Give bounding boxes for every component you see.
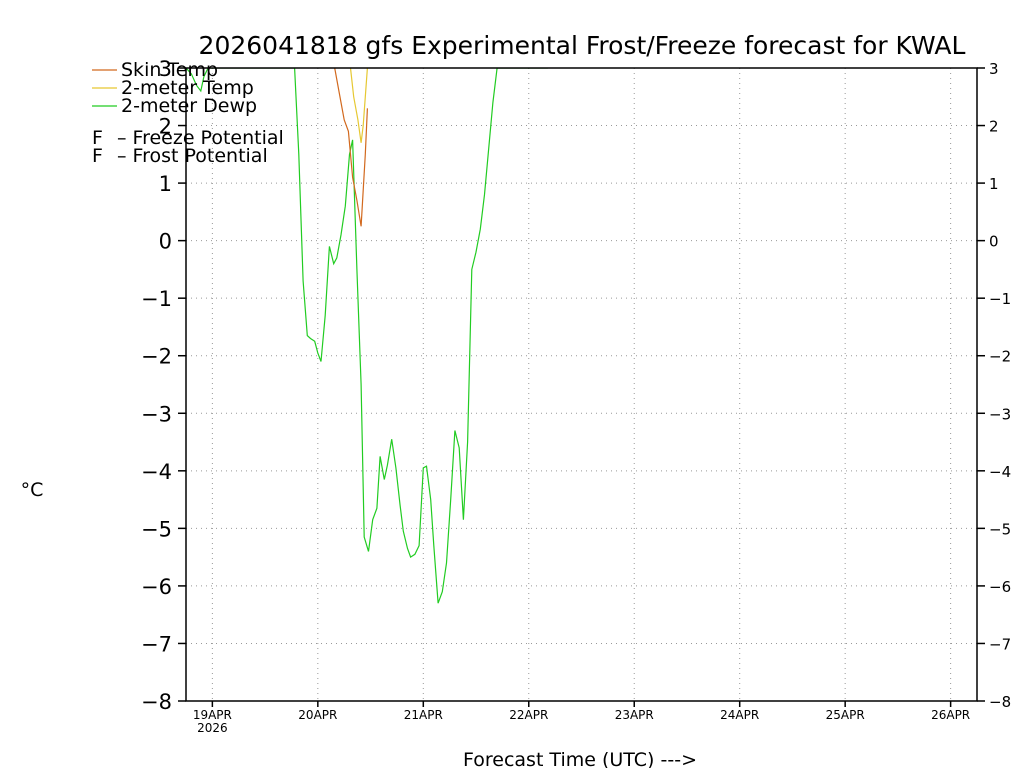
y-tick-label-left: −4	[141, 460, 172, 484]
y-tick-label-right: 1	[989, 175, 999, 193]
x-tick-label: 19APR	[193, 708, 232, 722]
plot-frame	[185, 67, 978, 702]
line-2m-dewp	[186, 68, 548, 604]
y-tick-label-left: 0	[159, 230, 172, 254]
y-tick-label-right: −8	[989, 693, 1011, 711]
gridlines	[186, 68, 977, 701]
y-tick-label-right: −7	[989, 635, 1011, 653]
x-tick-label: 22APR	[509, 708, 548, 722]
line-skin-temp	[334, 68, 368, 227]
y-tick-label-left: −1	[141, 287, 172, 311]
y-tick-label-right: −3	[989, 405, 1011, 423]
legend-label: 2-meter Dewp	[121, 95, 257, 117]
x-tick-label: 24APR	[720, 708, 759, 722]
x-axis-label: Forecast Time (UTC) --->	[463, 749, 697, 768]
y-tick-label-left: 1	[159, 172, 172, 196]
y-tick-label-right: 0	[989, 233, 999, 251]
y-axis-ticks: −8 −8 −7 −7 −6 −6 −5 −5 −4 −4 −3 −3 −2 −2 −1 −1 0 0 1 1 2 2 3 3	[141, 57, 1011, 714]
potential-label: – Freeze Potential	[117, 127, 284, 149]
y-tick-label-left: −7	[141, 632, 172, 656]
y-tick-label-right: −5	[989, 520, 1011, 538]
y-tick-label-left: −2	[141, 345, 172, 369]
x-tick-label: 20APR	[298, 708, 337, 722]
y-tick-label-left: −8	[141, 690, 172, 714]
y-tick-label-right: −6	[989, 578, 1011, 596]
y-tick-label-left: −6	[141, 575, 172, 599]
potential-label: – Frost Potential	[117, 145, 268, 167]
series-lines	[186, 68, 548, 604]
y-tick-label-left: −5	[141, 517, 172, 541]
y-tick-label-right: 2	[989, 118, 999, 136]
y-tick-label-left: 3	[159, 57, 172, 81]
y-tick-label-left: −3	[141, 402, 172, 426]
y-tick-label-right: −2	[989, 348, 1011, 366]
y-tick-label-left: 2	[159, 115, 172, 139]
y-tick-label-right: −1	[989, 290, 1011, 308]
legend-label: Skin Temp	[121, 59, 218, 81]
potential-marker: F	[92, 127, 103, 149]
potential-marker: F	[92, 145, 103, 167]
y-tick-label-right: −4	[989, 463, 1011, 481]
y-axis-label: °C	[21, 479, 44, 501]
x-tick-label: 25APR	[826, 708, 865, 722]
y-tick-label-right: 3	[989, 60, 999, 78]
x-tick-label: 23APR	[615, 708, 654, 722]
legend-label: 2-meter Temp	[121, 77, 254, 99]
x-tick-label: 26APR	[931, 708, 970, 722]
x-tick-label: 21APR	[404, 708, 443, 722]
x-tick-sublabel: 2026	[197, 721, 228, 735]
chart-title: 2026041818 gfs Experimental Frost/Freeze…	[199, 31, 966, 60]
line-2m-temp	[349, 68, 368, 143]
